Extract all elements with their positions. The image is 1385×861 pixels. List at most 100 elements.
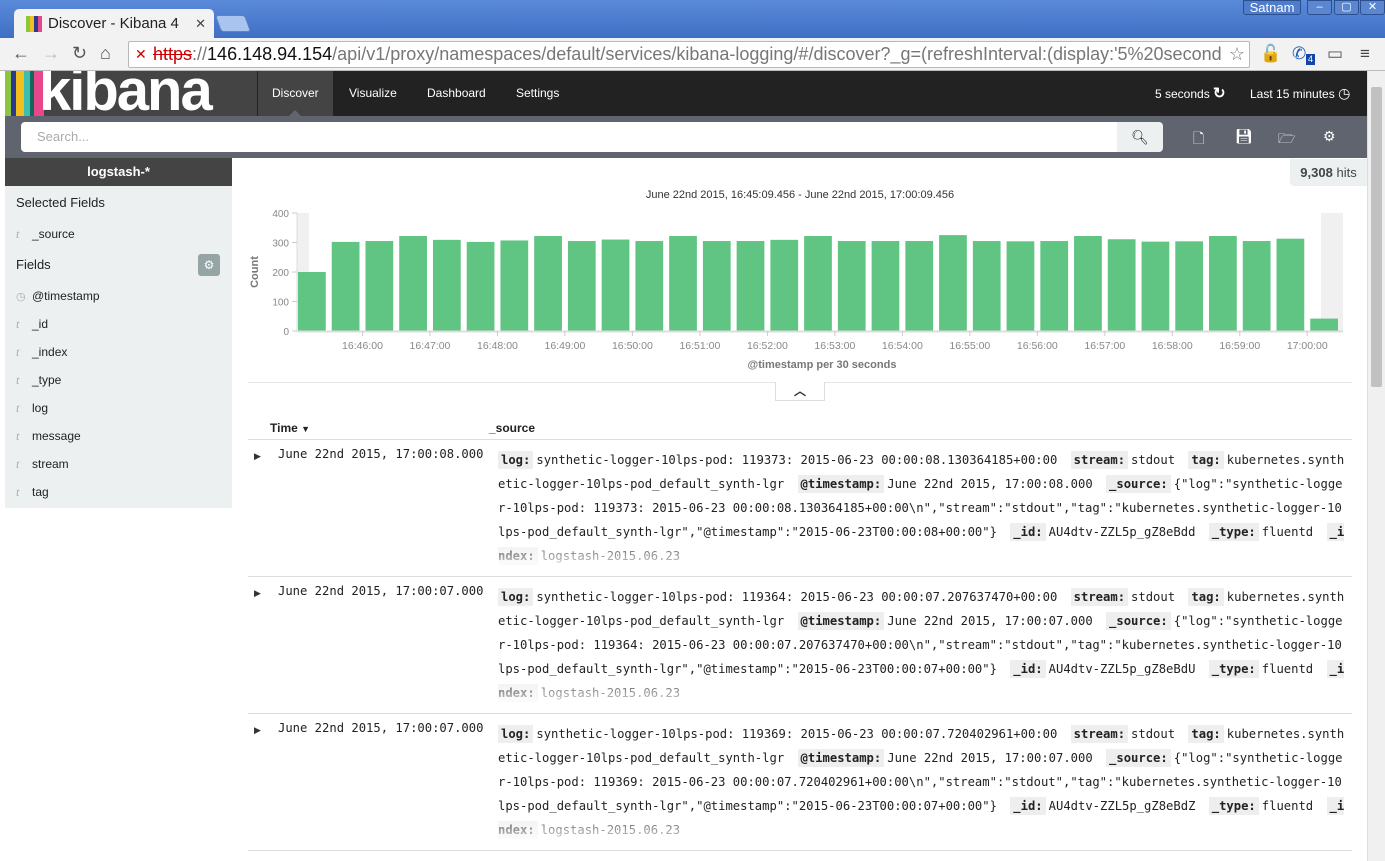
- expand-row-icon[interactable]: ▶: [254, 588, 261, 598]
- extension-lock-icon[interactable]: 🔓: [1260, 44, 1282, 63]
- doc-table: ▶ June 22nd 2015, 17:00:08.000 log: synthet…: [248, 440, 1352, 851]
- source-value: {"log":"synthetic-logger-10lps-pod: 1193…: [498, 477, 1343, 539]
- refresh-interval[interactable]: 5 seconds ↻: [1155, 85, 1226, 102]
- expand-row-icon[interactable]: ▶: [254, 451, 261, 461]
- histogram-bar: [770, 239, 799, 331]
- field-item[interactable]: t log: [5, 394, 232, 422]
- profile-button[interactable]: Satnam: [1243, 0, 1301, 15]
- menu-icon[interactable]: ≡: [1360, 44, 1370, 63]
- row-time: June 22nd 2015, 17:00:08.000: [278, 447, 484, 461]
- histogram-bar: [635, 241, 664, 331]
- nav-dashboard[interactable]: Dashboard: [427, 86, 486, 100]
- close-window-icon[interactable]: ✕: [1360, 0, 1385, 15]
- source-value: kubernetes.synthetic-logger-10lps-pod_de…: [498, 590, 1345, 628]
- string-type-icon: t: [16, 227, 20, 241]
- kibana-favicon: [26, 15, 42, 32]
- source-key: _id:: [1010, 660, 1046, 678]
- source-key: _type:: [1208, 797, 1259, 815]
- collapse-chart-button[interactable]: ︿: [775, 382, 825, 401]
- tab-close-icon[interactable]: ✕: [195, 15, 206, 31]
- nav-settings[interactable]: Settings: [516, 86, 560, 100]
- settings-gear-icon[interactable]: ⚙: [1323, 128, 1336, 144]
- table-row[interactable]: ▶ June 22nd 2015, 17:00:07.000 log: synthet…: [248, 714, 1352, 851]
- minimize-icon[interactable]: –: [1307, 0, 1332, 15]
- search-button[interactable]: 🔍︎: [1117, 122, 1163, 152]
- source-key: log:: [498, 588, 534, 606]
- histogram-bar: [399, 236, 427, 331]
- histogram-bar: [1209, 236, 1237, 331]
- fields-heading: Fields ⚙: [5, 248, 232, 282]
- maximize-icon[interactable]: ▢: [1334, 0, 1359, 15]
- nav-visualize[interactable]: Visualize: [349, 86, 397, 100]
- histogram-bar: [1107, 239, 1136, 331]
- nav-discover[interactable]: Discover: [258, 71, 333, 116]
- source-key: stream:: [1070, 588, 1129, 606]
- field-item[interactable]: t tag: [5, 478, 232, 506]
- source-key: _source:: [1106, 749, 1171, 767]
- source-value: fluentd: [1261, 799, 1314, 813]
- address-bar[interactable]: ✕ https://146.148.94.154/api/v1/proxy/na…: [128, 41, 1250, 68]
- expand-row-icon[interactable]: ▶: [254, 725, 261, 735]
- page-scrollbar[interactable]: [1367, 71, 1385, 861]
- new-tab-button[interactable]: [214, 15, 252, 32]
- field-item-timestamp[interactable]: ◷ @timestamp: [5, 282, 232, 310]
- scrollbar-thumb[interactable]: [1371, 87, 1382, 387]
- histogram-bar: [1141, 241, 1170, 331]
- x-tick-label: 16:52:00: [747, 340, 788, 352]
- tab-title: Discover - Kibana 4: [48, 15, 179, 32]
- table-row[interactable]: ▶ June 22nd 2015, 17:00:07.000 log: synthet…: [248, 577, 1352, 714]
- forward-icon[interactable]: →: [42, 43, 60, 63]
- col-time[interactable]: Time ▼: [270, 421, 311, 435]
- source-key: _id:: [1010, 797, 1046, 815]
- browser-tab[interactable]: Discover - Kibana 4 ✕: [14, 9, 214, 38]
- x-tick-label: 16:57:00: [1084, 340, 1125, 352]
- source-key: stream:: [1070, 451, 1129, 469]
- save-search-icon[interactable]: 💾︎: [1235, 128, 1253, 144]
- source-value: stdout: [1131, 590, 1176, 604]
- source-value: synthetic-logger-10lps-pod: 119373: 2015…: [536, 453, 1058, 467]
- search-input[interactable]: Search...: [21, 122, 1117, 152]
- x-tick-label: 16:50:00: [612, 340, 653, 352]
- field-item[interactable]: t message: [5, 422, 232, 450]
- field-item[interactable]: t _id: [5, 310, 232, 338]
- bookmark-star-icon[interactable]: ☆: [1228, 44, 1245, 64]
- histogram-bar: [1040, 241, 1069, 331]
- back-icon[interactable]: ←: [12, 43, 30, 63]
- field-sidebar: logstash-* Selected Fields t _source Fiel…: [5, 158, 232, 508]
- source-key: _source:: [1106, 612, 1171, 630]
- source-value: {"log":"synthetic-logger-10lps-pod: 1193…: [498, 751, 1343, 813]
- source-value: kubernetes.synthetic-logger-10lps-pod_de…: [498, 453, 1345, 491]
- source-key: @timestamp:: [797, 612, 885, 630]
- sort-down-icon[interactable]: ▼: [301, 424, 311, 434]
- source-key: _type:: [1208, 523, 1259, 541]
- histogram-bar: [365, 241, 394, 331]
- selected-field-item[interactable]: t _source: [5, 220, 232, 248]
- source-value: logstash-2015.06.23: [540, 823, 681, 837]
- field-settings-gear-icon[interactable]: ⚙: [198, 254, 220, 276]
- field-item[interactable]: t _index: [5, 338, 232, 366]
- y-tick-label: 200: [272, 268, 289, 279]
- field-item[interactable]: t stream: [5, 450, 232, 478]
- y-axis-label: Count: [249, 256, 261, 288]
- cast-icon[interactable]: ▭: [1327, 44, 1344, 63]
- x-tick-label: 16:55:00: [949, 340, 990, 352]
- hangouts-extension-icon[interactable]: ✆: [1292, 44, 1307, 63]
- index-pattern[interactable]: logstash-*: [5, 158, 232, 186]
- field-item[interactable]: t _type: [5, 366, 232, 394]
- x-tick-label: 16:56:00: [1017, 340, 1058, 352]
- new-search-icon[interactable]: 🗋: [1193, 130, 1205, 146]
- time-picker[interactable]: Last 15 minutes ◷: [1250, 85, 1351, 101]
- kibana-logo[interactable]: kibana: [5, 71, 257, 116]
- histogram-bar: [601, 239, 630, 331]
- source-value: logstash-2015.06.23: [540, 686, 681, 700]
- source-value: June 22nd 2015, 17:00:07.000: [887, 614, 1093, 628]
- x-tick-label: 16:54:00: [882, 340, 923, 352]
- histogram-bar: [331, 241, 360, 331]
- histogram-bar: [1276, 238, 1305, 331]
- y-tick-label: 100: [272, 298, 289, 309]
- reload-icon[interactable]: ↻: [72, 43, 88, 63]
- table-row[interactable]: ▶ June 22nd 2015, 17:00:08.000 log: synthet…: [248, 440, 1352, 577]
- home-icon[interactable]: ⌂: [100, 43, 111, 63]
- histogram-chart[interactable]: 0 100 200 300 400 16:46:00 16:47:00 16:48:00 16:…: [240, 200, 1360, 380]
- open-search-icon[interactable]: 🗁: [1278, 130, 1296, 146]
